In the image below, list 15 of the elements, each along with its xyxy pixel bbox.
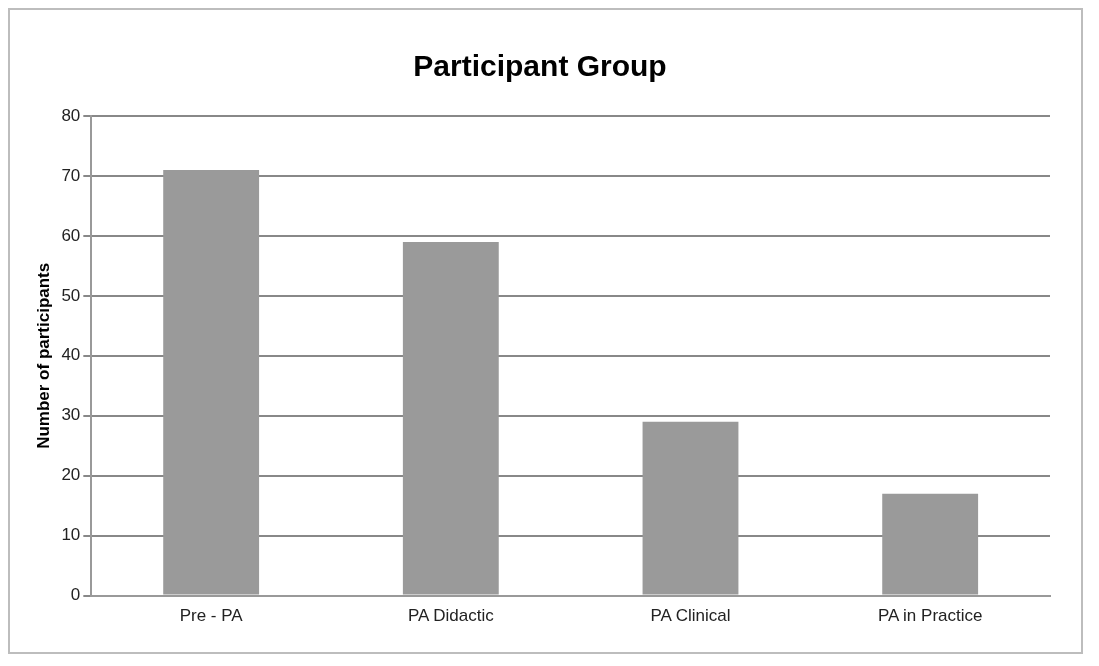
y-tick-label: 10 — [61, 525, 81, 545]
x-tick-label: PA in Practice — [877, 606, 983, 626]
y-tick-label: 70 — [61, 165, 81, 185]
y-tick-label: 80 — [61, 105, 81, 125]
x-tick-label: PA Didactic — [407, 606, 495, 626]
chart-title: Participant Group — [413, 49, 667, 83]
y-tick-label: 60 — [61, 225, 81, 245]
y-tick-label: 40 — [61, 345, 81, 365]
x-tick-label: Pre - PA — [179, 606, 244, 626]
y-axis-title: Number of participants — [33, 262, 53, 449]
x-tick-label: PA Clinical — [650, 606, 731, 626]
y-tick-label: 20 — [61, 465, 81, 485]
y-tick-label: 0 — [70, 585, 81, 605]
y-tick-label: 50 — [61, 285, 81, 305]
y-tick-label: 30 — [61, 405, 81, 425]
